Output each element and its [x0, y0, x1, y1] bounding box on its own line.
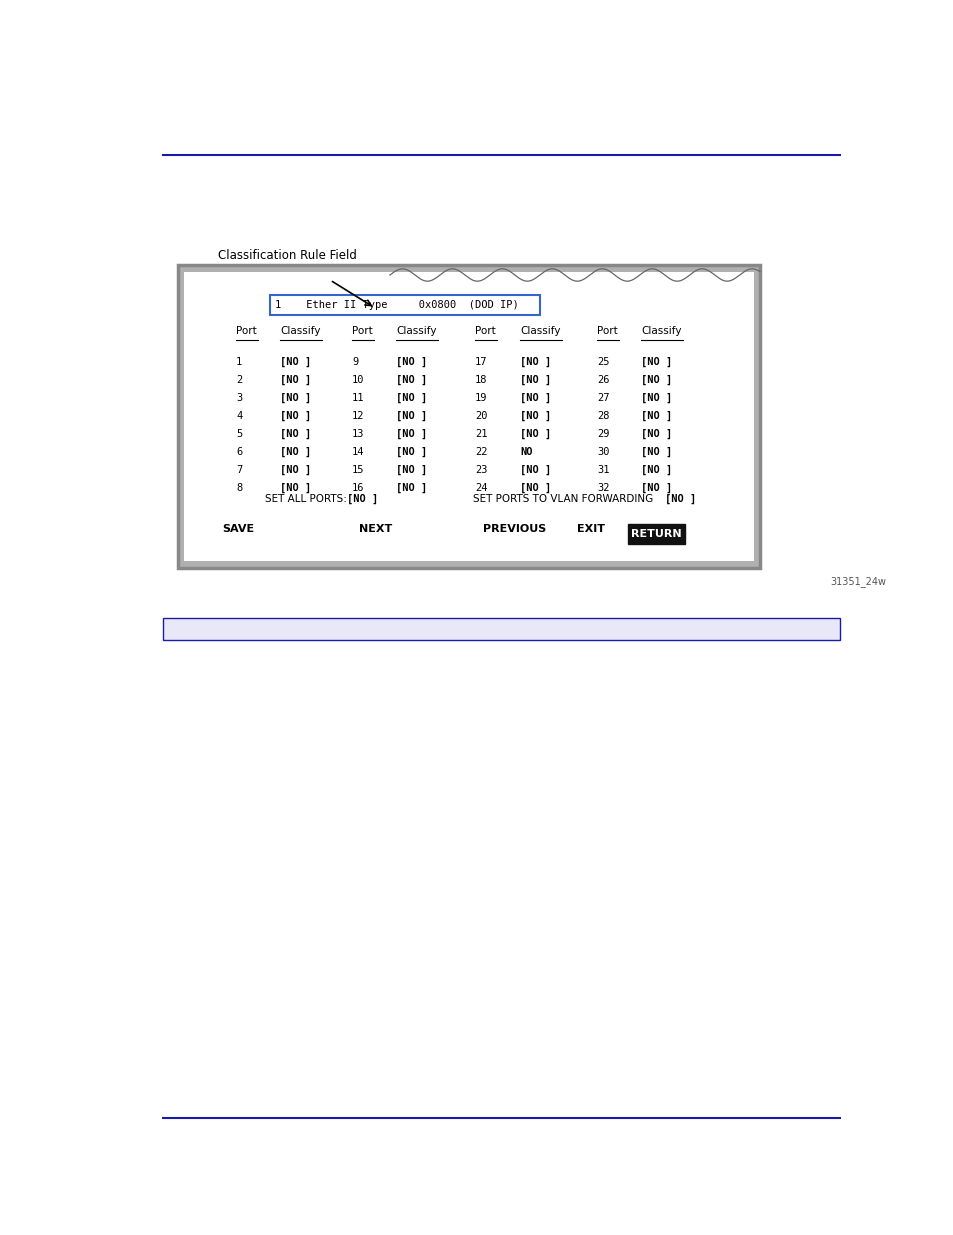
Text: [NO ]: [NO ]: [395, 483, 427, 493]
Text: [NO ]: [NO ]: [280, 466, 311, 475]
Text: 14: 14: [352, 447, 364, 457]
Text: Classify: Classify: [395, 326, 436, 336]
Text: Port: Port: [475, 326, 496, 336]
Text: [NO ]: [NO ]: [280, 483, 311, 493]
Text: [NO ]: [NO ]: [519, 429, 551, 440]
Text: [NO ]: [NO ]: [280, 411, 311, 421]
Bar: [627, 524, 684, 543]
Text: 6: 6: [235, 447, 242, 457]
Text: Classify: Classify: [519, 326, 560, 336]
Text: 11: 11: [352, 393, 364, 403]
Text: [NO ]: [NO ]: [395, 393, 427, 403]
Bar: [184, 273, 754, 561]
Text: NEXT: NEXT: [358, 524, 392, 534]
Text: 28: 28: [597, 411, 609, 421]
Text: [NO ]: [NO ]: [280, 447, 311, 457]
Text: NO: NO: [519, 447, 532, 457]
Text: 20: 20: [475, 411, 487, 421]
Text: 24: 24: [475, 483, 487, 493]
Text: 31351_24w: 31351_24w: [829, 576, 885, 587]
Text: [NO ]: [NO ]: [519, 483, 551, 493]
Text: [NO ]: [NO ]: [519, 411, 551, 421]
Text: 12: 12: [352, 411, 364, 421]
Text: [NO ]: [NO ]: [664, 494, 696, 504]
Text: [NO ]: [NO ]: [640, 466, 672, 475]
Text: [NO ]: [NO ]: [280, 357, 311, 367]
Text: 1    Ether II Type     0x0800  (DOD IP): 1 Ether II Type 0x0800 (DOD IP): [274, 300, 518, 310]
Text: 18: 18: [475, 375, 487, 385]
Text: 19: 19: [475, 393, 487, 403]
Text: 9: 9: [352, 357, 358, 367]
Text: [NO ]: [NO ]: [640, 375, 672, 385]
Text: 27: 27: [597, 393, 609, 403]
Text: [NO ]: [NO ]: [395, 466, 427, 475]
Text: 17: 17: [475, 357, 487, 367]
Text: 26: 26: [597, 375, 609, 385]
Bar: [178, 266, 760, 568]
Text: 13: 13: [352, 429, 364, 438]
Text: [NO ]: [NO ]: [395, 411, 427, 421]
Bar: [163, 618, 840, 640]
Text: 3: 3: [235, 393, 242, 403]
Text: Port: Port: [235, 326, 256, 336]
Text: [NO ]: [NO ]: [519, 466, 551, 475]
Text: [NO ]: [NO ]: [395, 357, 427, 367]
Text: [NO ]: [NO ]: [395, 375, 427, 385]
Text: [NO ]: [NO ]: [519, 393, 551, 403]
Text: EXIT: EXIT: [577, 524, 604, 534]
Text: 29: 29: [597, 429, 609, 438]
Text: Classification Rule Field: Classification Rule Field: [218, 249, 356, 262]
Text: SAVE: SAVE: [222, 524, 253, 534]
Text: 31: 31: [597, 466, 609, 475]
Text: [NO ]: [NO ]: [640, 411, 672, 421]
Text: 1: 1: [235, 357, 242, 367]
Text: Port: Port: [597, 326, 618, 336]
Text: 25: 25: [597, 357, 609, 367]
Text: 8: 8: [235, 483, 242, 493]
Text: [NO ]: [NO ]: [280, 393, 311, 403]
Text: 7: 7: [235, 466, 242, 475]
Text: PREVIOUS: PREVIOUS: [482, 524, 546, 534]
Text: SET ALL PORTS:: SET ALL PORTS:: [265, 494, 350, 504]
Text: 5: 5: [235, 429, 242, 438]
Text: 2: 2: [235, 375, 242, 385]
Text: [NO ]: [NO ]: [640, 393, 672, 403]
Text: 22: 22: [475, 447, 487, 457]
Text: Port: Port: [352, 326, 373, 336]
Text: 4: 4: [235, 411, 242, 421]
Text: [NO ]: [NO ]: [395, 429, 427, 440]
Text: [NO ]: [NO ]: [640, 357, 672, 367]
Text: [NO ]: [NO ]: [395, 447, 427, 457]
Text: Classify: Classify: [280, 326, 320, 336]
Text: SET PORTS TO VLAN FORWARDING: SET PORTS TO VLAN FORWARDING: [473, 494, 659, 504]
Bar: [270, 295, 539, 315]
Text: Classify: Classify: [640, 326, 680, 336]
Text: [NO ]: [NO ]: [640, 447, 672, 457]
Text: [NO ]: [NO ]: [519, 357, 551, 367]
Text: RETURN: RETURN: [631, 529, 681, 538]
Text: 10: 10: [352, 375, 364, 385]
Text: 16: 16: [352, 483, 364, 493]
Text: [NO ]: [NO ]: [347, 494, 377, 504]
Text: [NO ]: [NO ]: [519, 375, 551, 385]
Text: 21: 21: [475, 429, 487, 438]
Text: [NO ]: [NO ]: [280, 429, 311, 440]
Text: 15: 15: [352, 466, 364, 475]
Text: [NO ]: [NO ]: [640, 429, 672, 440]
Text: 23: 23: [475, 466, 487, 475]
Text: [NO ]: [NO ]: [280, 375, 311, 385]
Text: [NO ]: [NO ]: [640, 483, 672, 493]
Text: 32: 32: [597, 483, 609, 493]
Text: 30: 30: [597, 447, 609, 457]
